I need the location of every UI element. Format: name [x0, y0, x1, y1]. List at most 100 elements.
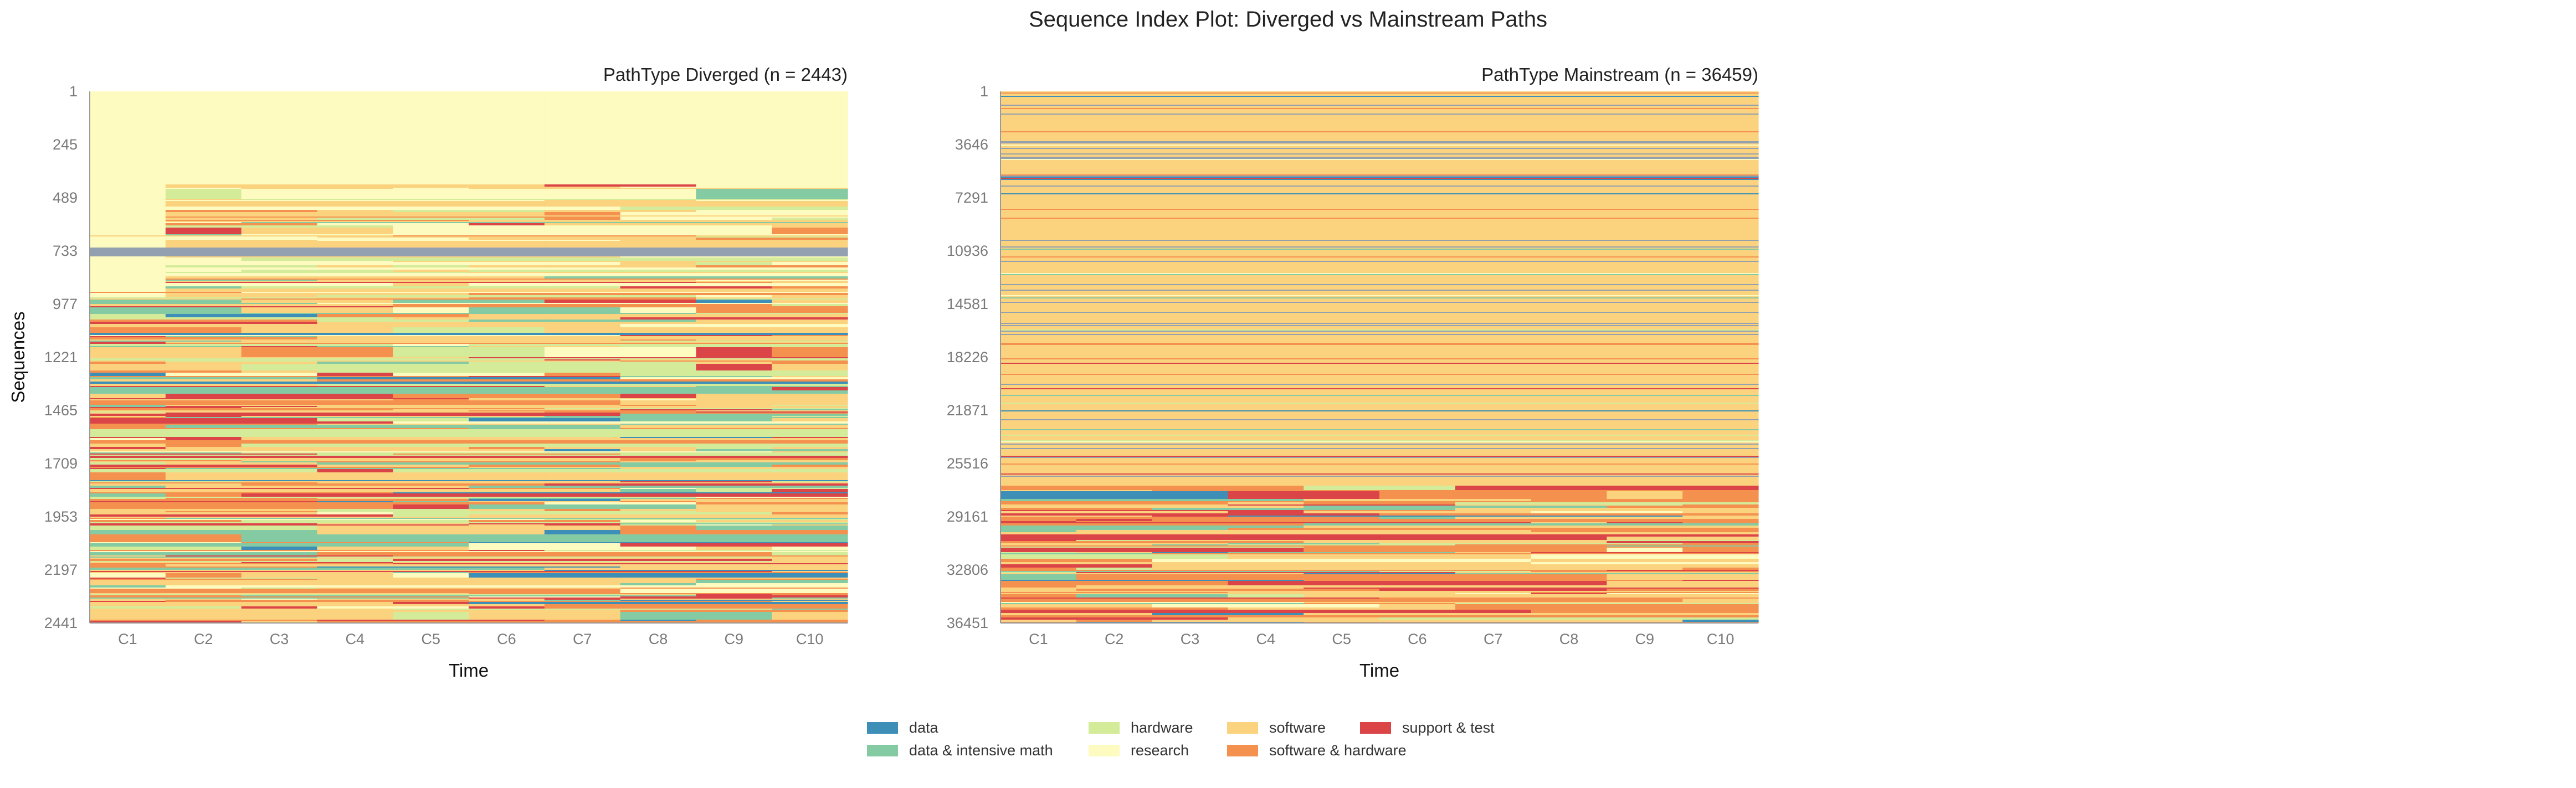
sequence-cell	[165, 198, 242, 199]
sequence-cell	[165, 528, 242, 529]
sequence-cell	[165, 109, 242, 111]
sequence-cell	[544, 416, 621, 418]
sequence-cell	[772, 326, 848, 328]
sequence-cell	[241, 146, 317, 147]
sequence-cell	[696, 404, 772, 405]
sequence-cell	[620, 569, 696, 570]
sequence-cell	[241, 431, 317, 433]
sequence-cell	[317, 527, 393, 528]
sequence-cell	[165, 451, 242, 453]
sequence-cell	[241, 91, 317, 93]
sequence-cell	[90, 214, 166, 216]
sequence-cell	[620, 441, 696, 443]
sequence-cell	[696, 339, 772, 341]
sequence-cell	[469, 593, 545, 595]
sequence-cell	[772, 560, 848, 562]
sequence-cell	[393, 232, 469, 234]
sequence-cell	[241, 521, 317, 523]
sequence-cell	[165, 224, 242, 226]
sequence-cell	[317, 617, 393, 619]
sequence-cell	[241, 169, 317, 171]
sequence-cell	[317, 592, 393, 594]
sequence-cell	[90, 561, 166, 563]
sequence-cell	[393, 550, 469, 552]
sequence-cell	[241, 253, 317, 255]
sequence-cell	[772, 344, 848, 346]
sequence-cell	[544, 344, 621, 346]
sequence-cell	[317, 285, 393, 287]
sequence-cell	[469, 164, 545, 166]
sequence-cell	[241, 228, 317, 229]
sequence-cell	[1455, 92, 1532, 94]
sequence-cell	[165, 334, 242, 336]
sequence-cell	[393, 296, 469, 298]
sequence-cell	[241, 170, 317, 172]
sequence-cell	[165, 619, 242, 620]
sequence-cell	[393, 313, 469, 315]
sequence-cell	[620, 174, 696, 176]
sequence-cell	[620, 352, 696, 353]
sequence-cell	[772, 161, 848, 163]
sequence-cell	[544, 385, 621, 387]
sequence-cell	[165, 585, 242, 587]
sequence-cell	[544, 109, 621, 111]
sequence-cell	[696, 260, 772, 261]
y-tick-label: 977	[53, 296, 78, 312]
sequence-cell	[393, 378, 469, 380]
sequence-cell	[317, 239, 393, 240]
sequence-cell	[317, 343, 393, 344]
sequence-cell	[165, 427, 242, 429]
sequence-cell	[241, 171, 317, 173]
sequence-cell	[620, 125, 696, 126]
sequence-cell	[544, 565, 621, 567]
sequence-cell	[241, 276, 317, 278]
sequence-cell	[620, 172, 696, 174]
sequence-cell	[393, 344, 469, 346]
sequence-cell	[469, 283, 545, 285]
sequence-cell	[469, 314, 545, 316]
sequence-cell	[544, 224, 621, 226]
sequence-cell	[696, 123, 772, 125]
sequence-cell	[469, 523, 545, 525]
sequence-cell	[696, 544, 772, 546]
sequence-cell	[165, 554, 242, 556]
sequence-cell	[165, 593, 242, 595]
sequence-cell	[393, 321, 469, 322]
sequence-cell	[696, 487, 772, 488]
sequence-cell	[620, 527, 696, 528]
sequence-cell	[241, 99, 317, 101]
sequence-cell	[241, 400, 317, 402]
sequence-cell	[90, 221, 166, 223]
sequence-cell	[1455, 106, 1532, 107]
sequence-cell	[620, 570, 696, 571]
sequence-cell	[544, 486, 621, 487]
sequence-cell	[544, 253, 621, 255]
sequence-cell	[317, 352, 393, 353]
sequence-cell	[241, 471, 317, 473]
sequence-cell	[393, 572, 469, 574]
sequence-cell	[393, 179, 469, 181]
sequence-cell	[241, 207, 317, 208]
sequence-cell	[165, 308, 242, 310]
sequence-cell	[90, 114, 166, 115]
sequence-cell	[772, 149, 848, 151]
sequence-cell	[317, 110, 393, 112]
sequence-cell	[696, 162, 772, 164]
sequence-cell	[772, 334, 848, 336]
sequence-cell	[1228, 101, 1304, 103]
sequence-cell	[620, 576, 696, 578]
sequence-cell	[772, 137, 848, 138]
y-tick-label: 1465	[44, 402, 78, 419]
sequence-cell	[696, 317, 772, 319]
sequence-cell	[393, 446, 469, 447]
sequence-cell	[165, 575, 242, 577]
sequence-cell	[469, 584, 545, 586]
sequence-cell	[241, 370, 317, 372]
sequence-cell	[772, 375, 848, 377]
sequence-cell	[469, 229, 545, 230]
sequence-cell	[393, 342, 469, 343]
sequence-cell	[544, 264, 621, 266]
sequence-cell	[165, 152, 242, 154]
sequence-cell	[90, 261, 166, 262]
sequence-cell	[620, 150, 696, 152]
